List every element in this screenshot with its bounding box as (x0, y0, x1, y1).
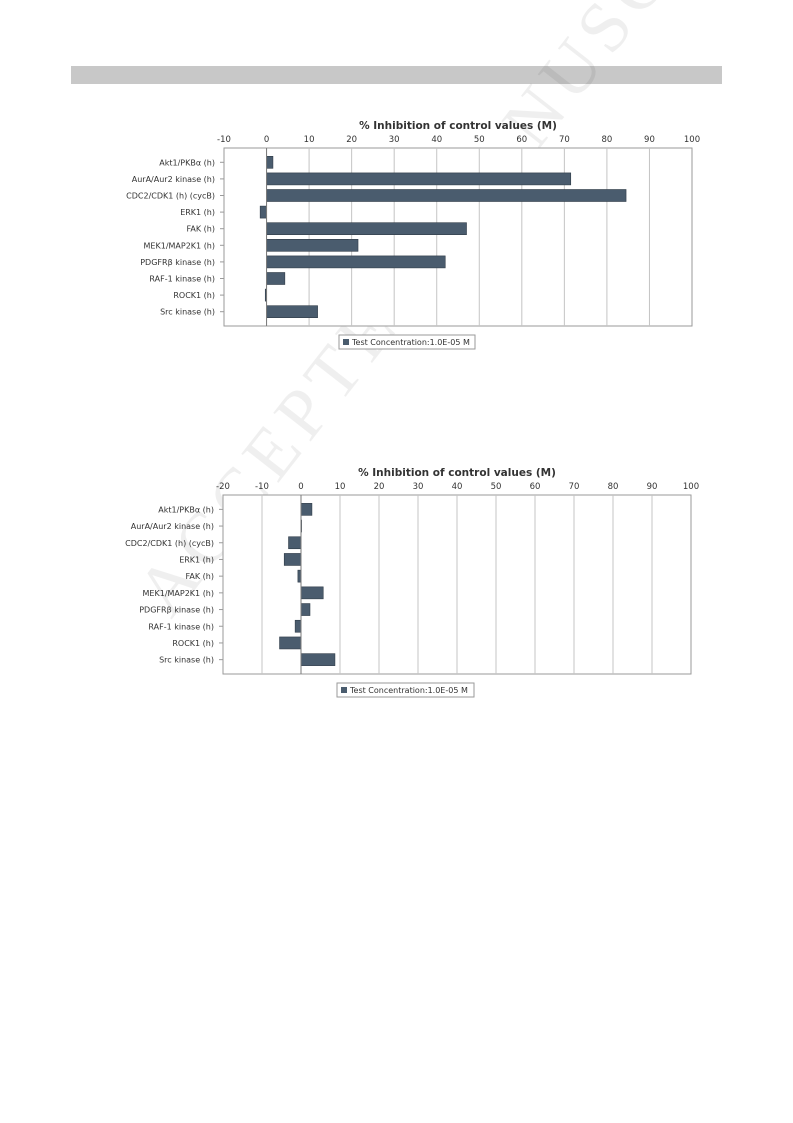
header-bar (71, 66, 722, 84)
category-label: PDGFRβ kinase (h) (139, 606, 214, 615)
category-label: ROCK1 (h) (172, 639, 214, 648)
bar (266, 255, 446, 269)
bar (283, 553, 302, 566)
x-tick-label: -20 (216, 482, 230, 492)
x-tick-label: 70 (559, 135, 570, 145)
category-label: AurA/Aur2 kinase (h) (132, 175, 215, 184)
category-label: FAK (h) (187, 225, 215, 234)
category-label: ROCK1 (h) (173, 291, 215, 300)
bar (266, 239, 359, 252)
legend-box (336, 682, 475, 698)
bar (300, 653, 336, 666)
x-tick-label: 50 (474, 135, 485, 145)
legend: Test Concentration:1.0E-05 M (338, 334, 476, 350)
category-label: AurA/Aur2 kinase (h) (131, 522, 214, 531)
category-label: Akt1/PKBα (h) (158, 505, 214, 514)
category-label: ERK1 (h) (180, 208, 215, 217)
bar (259, 205, 267, 219)
category-label: RAF-1 kinase (h) (149, 275, 215, 284)
legend-box (338, 334, 476, 350)
x-tick-label: 50 (491, 482, 502, 492)
bar (266, 305, 318, 318)
inhibition-chart-1: % Inhibition of control values (M) -10 0 10… (0, 110, 793, 370)
chart-title: % Inhibition of control values (M) (358, 467, 556, 479)
x-tick-label: 10 (335, 482, 346, 492)
legend-swatch (343, 339, 349, 345)
x-tick-label: 60 (516, 135, 527, 145)
legend-label: Test Concentration:1.0E-05 M (349, 686, 468, 695)
inhibition-chart-2: % Inhibition of control values (M) -20 -10… (0, 458, 793, 718)
bar (300, 586, 324, 600)
x-tick-label: 0 (298, 482, 303, 492)
x-tick-label: 40 (431, 135, 442, 145)
x-tick-label: 30 (413, 482, 424, 492)
category-label: FAK (h) (186, 572, 214, 581)
x-tick-label: 100 (684, 135, 700, 145)
x-tick-label: -10 (217, 135, 231, 145)
bar (266, 155, 274, 169)
category-label: Src kinase (h) (159, 656, 214, 665)
x-tick-label: 20 (346, 135, 357, 145)
category-label: MEK1/MAP2K1 (h) (143, 589, 214, 598)
category-label: Akt1/PKBα (h) (159, 158, 215, 167)
category-label: MEK1/MAP2K1 (h) (144, 241, 215, 250)
x-tick-label: 80 (608, 482, 619, 492)
x-tick-label: 0 (264, 135, 269, 145)
x-tick-label: 40 (452, 482, 463, 492)
x-tick-label: 70 (569, 482, 580, 492)
bar (294, 619, 302, 633)
chart-title: % Inhibition of control values (M) (359, 120, 557, 132)
chart-svg: % Inhibition of control values (M) -20 -10… (125, 467, 699, 698)
category-label: CDC2/CDK1 (h) (cycB) (125, 539, 214, 548)
bar (279, 636, 302, 650)
category-label: RAF-1 kinase (h) (148, 622, 214, 631)
category-label: Src kinase (h) (160, 308, 215, 317)
bar (266, 172, 572, 186)
x-tick-label: 90 (647, 482, 658, 492)
x-tick-label: 80 (601, 135, 612, 145)
x-tick-label: 10 (304, 135, 315, 145)
chart-svg: % Inhibition of control values (M) -10 0 10… (126, 120, 700, 350)
legend-label: Test Concentration:1.0E-05 M (351, 338, 470, 347)
x-tick-label: 20 (374, 482, 385, 492)
x-tick-label: 30 (389, 135, 400, 145)
bar (266, 272, 286, 285)
x-tick-label: 100 (683, 482, 699, 492)
category-label: ERK1 (h) (179, 555, 214, 564)
legend-swatch (341, 687, 347, 693)
bar (288, 536, 302, 550)
x-tick-label: 60 (530, 482, 541, 492)
bar (300, 503, 313, 516)
bar (266, 222, 467, 235)
x-tick-label: 90 (644, 135, 655, 145)
x-tick-label: -10 (255, 482, 269, 492)
category-label: CDC2/CDK1 (h) (cycB) (126, 192, 215, 201)
legend: Test Concentration:1.0E-05 M (336, 682, 475, 698)
bar (300, 603, 311, 616)
bar (266, 189, 627, 202)
category-label: PDGFRβ kinase (h) (140, 258, 215, 267)
